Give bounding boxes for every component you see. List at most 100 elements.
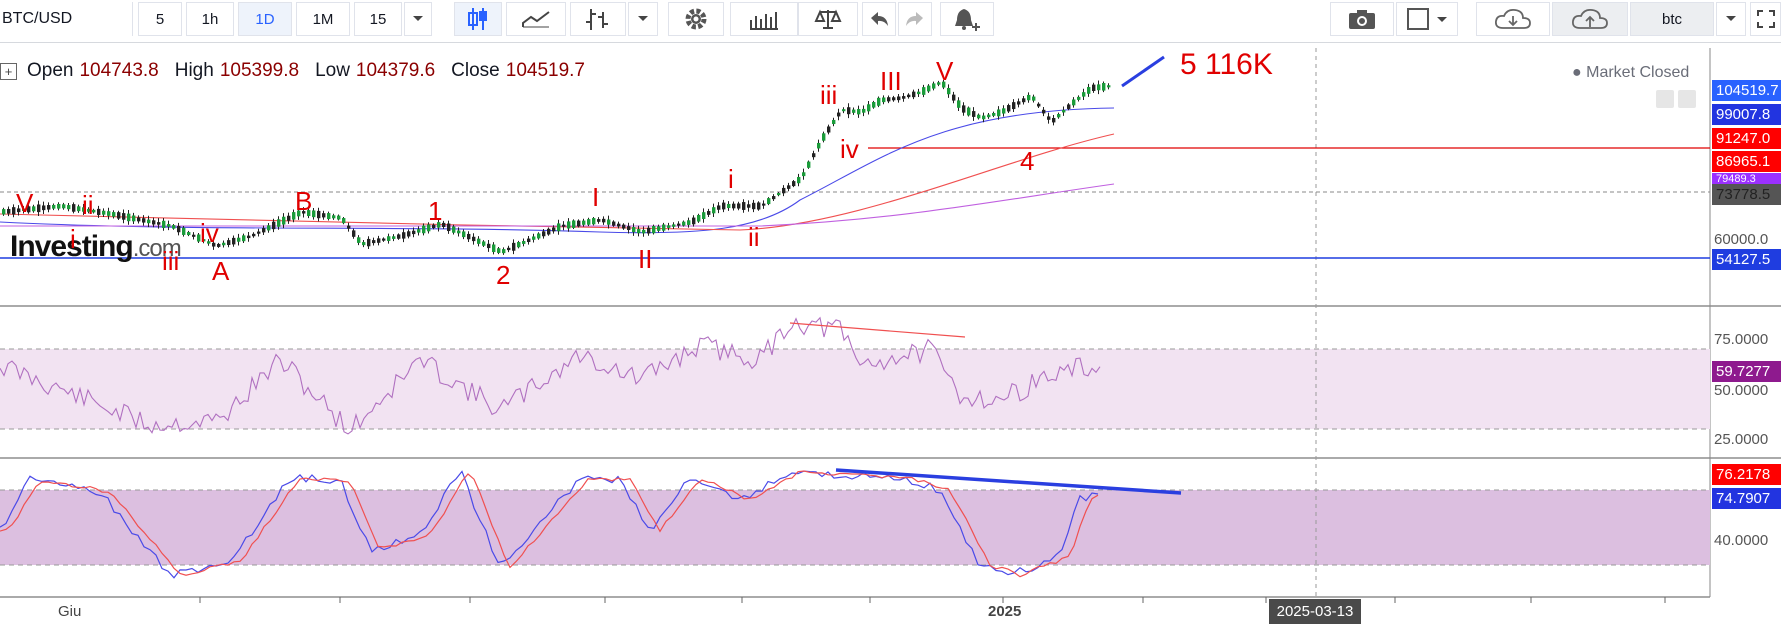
candle-body (77, 206, 81, 212)
price-tag-dashed-level: 73778.5 (1712, 184, 1781, 205)
candle-body (297, 210, 301, 217)
candle-body (167, 224, 171, 227)
camera-icon (1349, 10, 1375, 29)
candle-body (872, 102, 876, 108)
candle-body (277, 219, 281, 227)
candle-body (597, 219, 601, 222)
gear-icon (685, 8, 707, 30)
layout-dropdown-button[interactable] (1716, 2, 1746, 36)
candle-body (47, 205, 51, 210)
candle-body (342, 218, 346, 224)
candle-body (577, 220, 581, 227)
volume-button[interactable] (730, 2, 798, 36)
compare-button[interactable] (570, 2, 626, 36)
indicators-button[interactable] (506, 2, 566, 36)
save-layout-button[interactable] (1552, 2, 1628, 36)
settings-button[interactable] (668, 2, 724, 36)
candle-body (442, 222, 446, 227)
candle-body (17, 208, 21, 213)
candle-body (977, 114, 981, 119)
candle-body (1077, 96, 1081, 100)
candle-body (1012, 102, 1016, 110)
scroll-down-icon[interactable] (1656, 90, 1674, 108)
alert-button[interactable] (940, 2, 994, 36)
candle-body (952, 94, 956, 101)
candle-body (537, 233, 541, 239)
candle-body (7, 208, 11, 214)
candle-body (607, 219, 611, 225)
load-layout-button[interactable] (1476, 2, 1550, 36)
rsi-axis-25: 25.0000 (1714, 431, 1769, 448)
candle-body (562, 224, 566, 227)
candle-body (462, 231, 466, 238)
candle-body (917, 91, 921, 95)
candle-body (477, 238, 481, 244)
layout-name-field[interactable]: btc (1630, 2, 1714, 36)
candle-body (1002, 108, 1006, 114)
candle-body (647, 227, 651, 234)
compare-dropdown-button[interactable] (628, 2, 658, 36)
candle-body (452, 226, 456, 233)
candle-body (612, 221, 616, 226)
candle-body (117, 212, 121, 219)
interval-1m-button[interactable]: 1M (296, 2, 350, 36)
candle-body (557, 223, 561, 232)
candle-body (262, 228, 266, 233)
ma-short-line (0, 107, 1115, 234)
symbol-field[interactable]: BTC/USD (2, 2, 133, 36)
cloud-download-icon (1494, 8, 1531, 29)
candle-body (857, 109, 861, 115)
candle-body (487, 243, 491, 249)
wave-label: II (638, 244, 653, 274)
line-chart-icon (522, 11, 550, 28)
candle-body (772, 196, 776, 200)
candle-body (347, 225, 351, 229)
interval-dropdown-button[interactable] (404, 2, 432, 36)
candle-body (492, 244, 496, 253)
candle-body (782, 187, 786, 194)
scale-button[interactable] (798, 2, 858, 36)
candle-body (367, 238, 371, 247)
wave-label: i (728, 164, 734, 194)
undo-button[interactable] (862, 2, 896, 36)
candle-body (52, 204, 56, 209)
candle-body (497, 248, 501, 253)
candles-chart-type-button[interactable] (454, 2, 502, 36)
interval-5m-button[interactable]: 5 (138, 2, 182, 36)
price-candles (2, 80, 1111, 255)
candle-body (1032, 96, 1036, 101)
candle-body (1092, 84, 1096, 91)
candle-body (1047, 116, 1051, 120)
candle-body (512, 242, 516, 251)
ohlc-legend: + Open 104743.8 High 105399.8 Low 104379… (0, 60, 595, 82)
candle-body (957, 100, 961, 108)
candle-body (722, 202, 726, 210)
expand-legend-icon[interactable]: + (0, 62, 17, 80)
interval-1h-button[interactable]: 1h (186, 2, 234, 36)
stoch-k-line (0, 470, 1099, 579)
candle-body (287, 215, 291, 221)
open-value: 104743.8 (79, 60, 159, 81)
candle-body (447, 223, 451, 232)
template-button[interactable] (1396, 2, 1458, 36)
candle-body (987, 114, 991, 118)
candle-body (757, 202, 761, 210)
interval-1d-button[interactable]: 1D (238, 2, 292, 36)
scroll-up-icon[interactable] (1678, 90, 1696, 108)
candle-body (657, 226, 661, 231)
screenshot-button[interactable] (1330, 2, 1394, 36)
wave-label: V (16, 188, 34, 218)
candle-body (802, 172, 806, 177)
candle-body (272, 221, 276, 230)
redo-button[interactable] (898, 2, 932, 36)
candle-body (92, 209, 96, 213)
candle-body (507, 247, 511, 251)
candle-body (302, 211, 306, 214)
interval-15-button[interactable]: 15 (354, 2, 402, 36)
wave-label: 4 (1020, 146, 1035, 176)
candle-body (877, 97, 881, 106)
wave-label: 1 (428, 196, 443, 226)
candle-body (767, 198, 771, 205)
candle-body (712, 207, 716, 214)
